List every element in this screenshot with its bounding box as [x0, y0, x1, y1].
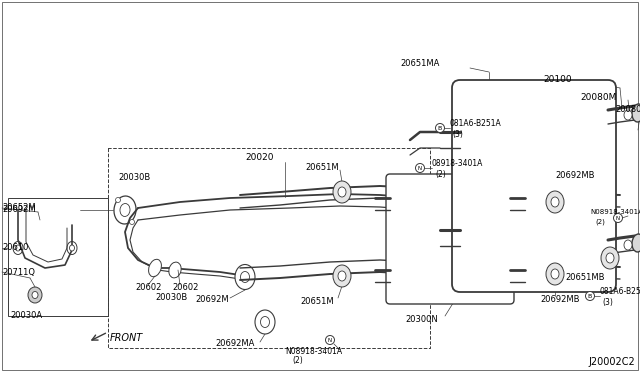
Text: 20651MA: 20651MA	[400, 60, 440, 68]
Ellipse shape	[235, 264, 255, 289]
FancyBboxPatch shape	[386, 174, 514, 304]
FancyBboxPatch shape	[452, 80, 616, 292]
Ellipse shape	[551, 197, 559, 207]
Text: 20080N: 20080N	[615, 106, 640, 115]
Ellipse shape	[551, 269, 559, 279]
Text: 20692MB: 20692MB	[540, 295, 579, 305]
Ellipse shape	[632, 104, 640, 122]
Ellipse shape	[326, 336, 335, 344]
Ellipse shape	[333, 265, 351, 287]
Ellipse shape	[546, 191, 564, 213]
Ellipse shape	[338, 187, 346, 197]
Text: N: N	[418, 166, 422, 170]
Text: 20692MA: 20692MA	[215, 340, 254, 349]
Ellipse shape	[32, 292, 38, 298]
Text: 20602: 20602	[172, 283, 198, 292]
Text: 081A6-B251A: 081A6-B251A	[600, 288, 640, 296]
Text: (2): (2)	[595, 219, 605, 225]
Text: 20711Q: 20711Q	[2, 267, 35, 276]
Ellipse shape	[606, 253, 614, 263]
Text: 20692M: 20692M	[2, 205, 36, 215]
Text: (3): (3)	[602, 298, 613, 307]
Text: 20020: 20020	[246, 154, 275, 163]
Text: 20651MB: 20651MB	[565, 273, 605, 282]
Ellipse shape	[546, 263, 564, 285]
Text: 20080M: 20080M	[580, 93, 616, 103]
Ellipse shape	[624, 240, 632, 250]
Ellipse shape	[435, 124, 445, 132]
Text: 20692MB: 20692MB	[555, 171, 595, 180]
Text: FRONT: FRONT	[110, 333, 143, 343]
Text: 20300N: 20300N	[405, 315, 438, 324]
Text: 20030A: 20030A	[10, 311, 42, 320]
Ellipse shape	[632, 234, 640, 252]
Ellipse shape	[260, 317, 269, 327]
Text: (2): (2)	[435, 170, 445, 179]
Text: (3): (3)	[452, 129, 463, 138]
Ellipse shape	[129, 219, 134, 224]
Ellipse shape	[333, 181, 351, 203]
Text: N: N	[616, 215, 620, 221]
Ellipse shape	[15, 245, 20, 251]
Text: 20100: 20100	[543, 76, 572, 84]
Text: N08918-3401A: N08918-3401A	[285, 347, 342, 356]
Text: 081A6-B251A: 081A6-B251A	[450, 119, 502, 128]
Ellipse shape	[148, 259, 161, 277]
Ellipse shape	[28, 287, 42, 303]
Text: 20651M: 20651M	[305, 163, 339, 171]
Ellipse shape	[120, 203, 130, 217]
Ellipse shape	[114, 196, 136, 224]
Text: B: B	[438, 125, 442, 131]
Text: N08918-3401A: N08918-3401A	[590, 209, 640, 215]
Ellipse shape	[70, 245, 74, 251]
Text: J20002C2: J20002C2	[588, 357, 635, 367]
Text: B: B	[588, 294, 592, 298]
Ellipse shape	[115, 198, 120, 202]
Text: 20610: 20610	[2, 244, 28, 253]
Text: (2): (2)	[292, 356, 303, 365]
Text: 20030B: 20030B	[155, 294, 188, 302]
Ellipse shape	[169, 262, 181, 278]
Ellipse shape	[601, 247, 619, 269]
Text: 20030B: 20030B	[118, 173, 150, 183]
Text: N: N	[328, 337, 332, 343]
Ellipse shape	[624, 110, 632, 120]
Ellipse shape	[338, 271, 346, 281]
Text: 20602: 20602	[135, 283, 161, 292]
Ellipse shape	[586, 292, 595, 301]
Ellipse shape	[614, 214, 623, 222]
Bar	[8, 198, 108, 316]
Ellipse shape	[415, 164, 424, 173]
Bar	[480, 82, 498, 104]
Text: 20652M: 20652M	[2, 203, 36, 212]
Ellipse shape	[241, 272, 250, 282]
Text: 20651M: 20651M	[300, 298, 333, 307]
Text: 20692M: 20692M	[195, 295, 228, 305]
Ellipse shape	[255, 310, 275, 334]
Text: 08918-3401A: 08918-3401A	[432, 160, 483, 169]
